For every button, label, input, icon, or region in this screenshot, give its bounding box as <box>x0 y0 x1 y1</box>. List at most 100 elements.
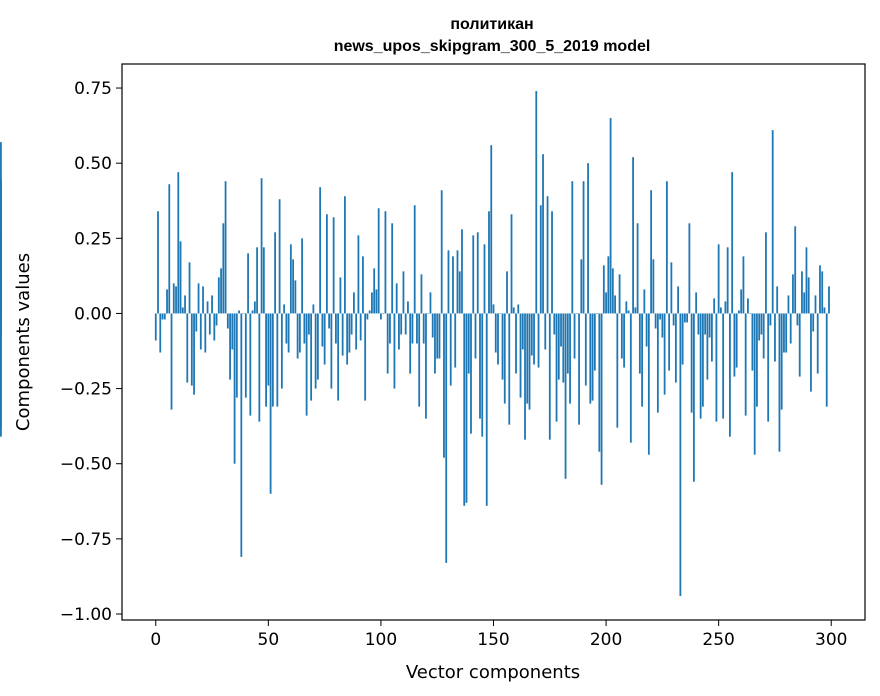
bar-107 <box>395 283 398 314</box>
bar-40 <box>244 313 247 398</box>
bar-52 <box>271 313 274 407</box>
bar-163 <box>521 313 524 350</box>
bar-268 <box>758 313 761 341</box>
bar-72 <box>316 313 319 380</box>
bar-236 <box>686 313 689 323</box>
bar-111 <box>404 313 407 335</box>
bar-12 <box>181 307 184 314</box>
bar-145 <box>481 313 484 437</box>
bar-97 <box>373 268 376 314</box>
bar-87 <box>350 313 353 335</box>
bar-267 <box>756 313 758 407</box>
bar-162 <box>519 313 522 398</box>
bar-2 <box>159 313 162 353</box>
bar-165 <box>526 313 529 404</box>
bar-168 <box>533 313 535 365</box>
bar-74 <box>321 313 324 347</box>
bar-32 <box>226 313 229 329</box>
bar-243 <box>701 313 704 407</box>
bar-248 <box>713 298 716 314</box>
bar-57 <box>283 304 286 314</box>
bar-115 <box>413 205 416 314</box>
y-tick-label-5: −0.50 <box>60 455 112 475</box>
bar-39 <box>242 313 245 314</box>
bar-88 <box>353 292 355 314</box>
y-tick-label-7: −1.00 <box>60 605 112 625</box>
bar-256 <box>731 172 734 314</box>
bar-15 <box>188 262 191 314</box>
bar-152 <box>497 313 499 365</box>
bar-241 <box>697 313 700 335</box>
bar-55 <box>278 199 281 314</box>
bar-176 <box>551 211 553 314</box>
bar-214 <box>636 223 639 314</box>
y-tick-label-6: −0.75 <box>60 530 112 550</box>
bar-226 <box>663 313 666 395</box>
bar-96 <box>371 292 373 314</box>
bar-122 <box>429 292 432 314</box>
bar-208 <box>623 313 625 368</box>
bar-110 <box>402 271 405 314</box>
bar-45 <box>256 247 258 314</box>
bar-91 <box>359 313 362 341</box>
bar-281 <box>787 295 790 314</box>
bar-35 <box>233 313 236 464</box>
bar-73 <box>319 187 322 314</box>
bar-273 <box>769 313 772 326</box>
bar-90 <box>357 235 360 314</box>
bar-180 <box>560 313 562 347</box>
bar-246 <box>708 313 711 338</box>
bar-189 <box>580 259 583 314</box>
bar-10 <box>177 172 180 314</box>
bar-138 <box>465 313 468 503</box>
bar-306 <box>0 178 2 314</box>
bar-127 <box>440 190 443 314</box>
bar-266 <box>753 313 756 455</box>
bar-289 <box>805 247 808 314</box>
bar-261 <box>742 256 745 314</box>
bar-5 <box>166 289 168 314</box>
bar-149 <box>490 145 493 314</box>
bar-13 <box>184 295 186 314</box>
bar-194 <box>591 313 594 401</box>
bar-169 <box>535 91 538 314</box>
bar-213 <box>634 307 637 314</box>
bar-155 <box>503 313 506 404</box>
bar-60 <box>289 244 292 314</box>
x-tick-label-0: 0 <box>150 630 161 650</box>
bar-290 <box>807 277 810 314</box>
bar-92 <box>362 256 364 314</box>
bar-172 <box>542 154 544 314</box>
bar-1 <box>157 211 159 314</box>
bar-293 <box>814 295 817 314</box>
bar-27 <box>215 313 218 326</box>
bar-86 <box>348 313 351 353</box>
bar-120 <box>425 313 427 419</box>
bar-264 <box>749 313 752 314</box>
bar-28 <box>217 277 220 314</box>
bar-193 <box>589 313 592 404</box>
bar-200 <box>605 292 607 314</box>
bar-58 <box>285 313 288 344</box>
bar-89 <box>355 313 358 350</box>
x-tick-label-150: 150 <box>477 630 509 650</box>
bar-124 <box>434 313 436 374</box>
bar-7 <box>170 313 173 410</box>
bar-173 <box>544 313 547 350</box>
bar-284 <box>794 226 797 314</box>
bar-196 <box>596 313 598 314</box>
bar-118 <box>420 274 423 314</box>
bar-112 <box>407 301 409 314</box>
bar-61 <box>292 259 295 314</box>
bar-308 <box>0 313 2 437</box>
bar-231 <box>674 313 677 383</box>
bar-164 <box>524 313 526 440</box>
bar-150 <box>492 304 495 314</box>
bar-207 <box>620 313 623 359</box>
x-tick-label-300: 300 <box>815 630 847 650</box>
bar-219 <box>647 313 650 455</box>
bar-283 <box>792 274 794 314</box>
bar-292 <box>812 313 815 332</box>
bar-274 <box>771 130 774 314</box>
bar-279 <box>783 313 785 353</box>
